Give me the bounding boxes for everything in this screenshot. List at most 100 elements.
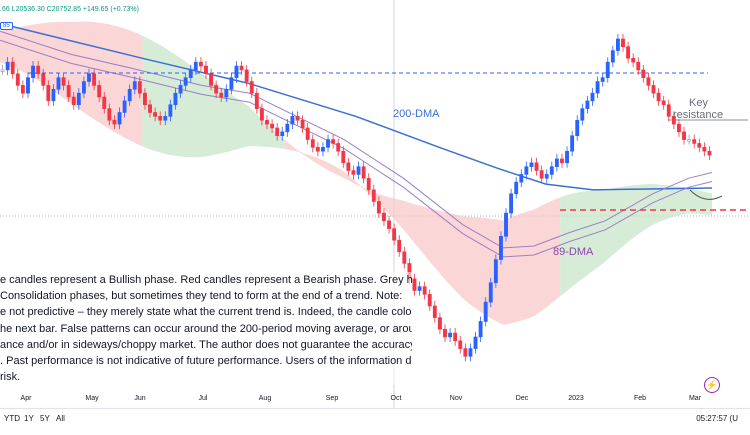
note-line: risk. bbox=[0, 371, 21, 384]
candle-body bbox=[163, 116, 168, 121]
candle bbox=[112, 115, 117, 130]
candle bbox=[560, 153, 564, 168]
note-line: . Past performance is not indicative of … bbox=[0, 355, 412, 368]
candle bbox=[361, 161, 366, 184]
candle-body bbox=[682, 131, 686, 140]
candle bbox=[198, 57, 203, 72]
x-tick-label: Sep bbox=[326, 395, 339, 402]
candle-body bbox=[26, 77, 30, 94]
candle bbox=[341, 146, 346, 168]
dma-89-line bbox=[0, 30, 713, 249]
candle-body bbox=[458, 340, 463, 349]
cloud-bearish bbox=[284, 139, 561, 325]
candle bbox=[265, 115, 269, 130]
candle-body bbox=[295, 116, 300, 121]
candle-body bbox=[483, 301, 488, 322]
range-ytd-button[interactable]: YTD bbox=[4, 414, 20, 423]
candle-body bbox=[20, 85, 25, 94]
candle bbox=[336, 138, 341, 157]
candle bbox=[687, 134, 692, 145]
candle bbox=[376, 196, 381, 219]
candle bbox=[519, 169, 524, 188]
candle bbox=[224, 84, 229, 103]
candle-body bbox=[66, 85, 71, 98]
candle bbox=[575, 115, 580, 141]
candle-body bbox=[427, 294, 432, 307]
range-5y-button[interactable]: 5Y bbox=[40, 414, 50, 423]
candle bbox=[87, 68, 91, 87]
candle bbox=[615, 33, 620, 56]
candle bbox=[437, 312, 442, 335]
candle bbox=[132, 76, 137, 95]
candle bbox=[36, 61, 41, 79]
candle bbox=[610, 45, 615, 68]
candle bbox=[682, 126, 686, 145]
candle-body bbox=[499, 236, 503, 260]
candle bbox=[346, 157, 351, 176]
candle bbox=[641, 64, 646, 83]
candle bbox=[326, 134, 330, 153]
candle-body bbox=[31, 65, 35, 78]
candle bbox=[285, 119, 290, 137]
candle-body bbox=[168, 104, 173, 117]
candle bbox=[5, 57, 10, 75]
candle-body bbox=[697, 143, 702, 148]
candle bbox=[234, 61, 239, 83]
candle-body bbox=[270, 123, 275, 129]
indicator-badge[interactable]: 85 bbox=[0, 22, 13, 30]
candle-body bbox=[188, 69, 193, 78]
candle bbox=[473, 331, 478, 354]
note-line: Consolidation phases, but sometimes they… bbox=[0, 290, 403, 303]
candle-body bbox=[549, 166, 554, 175]
candle bbox=[631, 53, 636, 68]
candle bbox=[244, 64, 249, 87]
candle-body bbox=[173, 92, 178, 106]
candle bbox=[432, 300, 437, 323]
candle bbox=[331, 134, 336, 149]
candle-body bbox=[580, 108, 585, 121]
candle-body bbox=[219, 92, 224, 98]
x-tick-label: 2023 bbox=[568, 395, 584, 402]
candle bbox=[585, 95, 590, 114]
lightning-icon[interactable]: ⚡ bbox=[704, 377, 720, 393]
candle bbox=[549, 161, 554, 180]
moving-averages bbox=[0, 22, 713, 258]
candle bbox=[397, 235, 402, 257]
candle-body bbox=[432, 305, 437, 318]
candle bbox=[204, 61, 208, 79]
candle bbox=[514, 177, 519, 199]
candle-body bbox=[661, 100, 666, 106]
candle bbox=[26, 72, 30, 99]
candle-body bbox=[493, 259, 498, 284]
candle-body bbox=[71, 96, 76, 106]
candle bbox=[509, 188, 514, 219]
candle bbox=[636, 57, 641, 75]
candle bbox=[554, 153, 559, 172]
candle bbox=[300, 115, 305, 133]
candle-body bbox=[417, 286, 422, 291]
candle bbox=[163, 111, 168, 126]
candle-body bbox=[437, 317, 442, 330]
range-all-button[interactable]: All bbox=[56, 414, 65, 423]
candle bbox=[534, 157, 539, 176]
candle-body bbox=[254, 92, 259, 109]
candle bbox=[122, 95, 127, 118]
candle bbox=[66, 80, 71, 103]
candle-body bbox=[137, 81, 142, 94]
candle bbox=[382, 208, 386, 226]
candle-body bbox=[671, 116, 676, 125]
candle-body bbox=[341, 150, 346, 164]
range-1y-button[interactable]: 1Y bbox=[24, 414, 34, 423]
ohlc-readout: .66 L20536.30 C20752.85 +149.65 (+0.73%) bbox=[0, 6, 139, 13]
candle bbox=[621, 33, 625, 52]
candle-body bbox=[204, 65, 208, 75]
candle-body bbox=[321, 147, 325, 152]
candle-body bbox=[97, 85, 102, 98]
candle-body bbox=[687, 139, 692, 142]
candle bbox=[524, 161, 529, 180]
candle-body bbox=[463, 348, 468, 357]
candle-body bbox=[259, 108, 264, 121]
candle-body bbox=[61, 77, 66, 86]
